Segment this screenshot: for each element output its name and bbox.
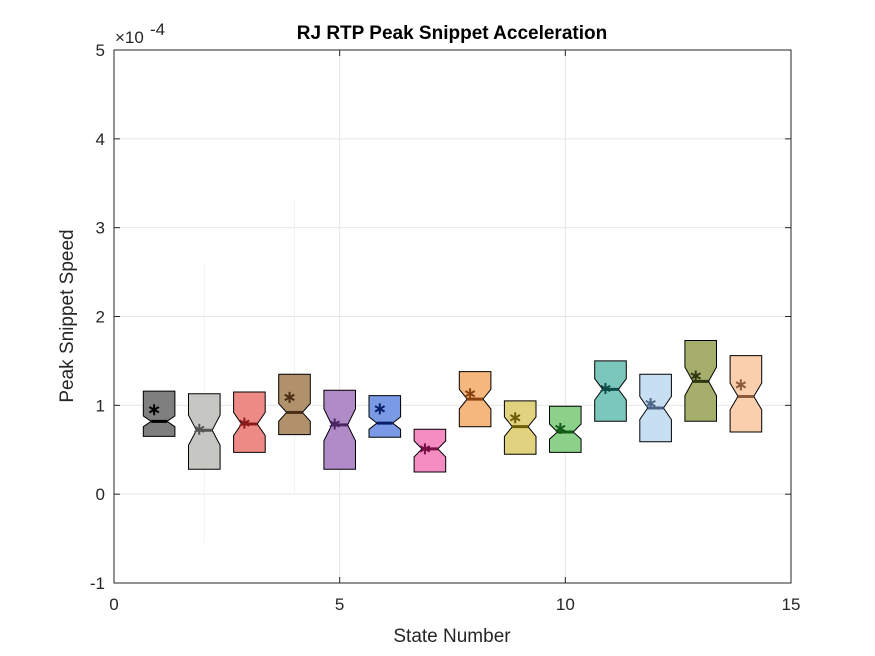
y-tick-label: 2 — [96, 308, 105, 327]
mean-marker-stroke — [464, 390, 476, 398]
y-tick-label: 3 — [96, 219, 105, 238]
mean-marker-stroke — [284, 393, 295, 401]
mean-marker — [645, 398, 656, 410]
notched-box — [278, 373, 311, 436]
mean-marker — [690, 370, 701, 382]
y-exponent-base: ×10 — [115, 28, 144, 47]
notched-box — [729, 355, 763, 433]
y-tick-label: 5 — [96, 41, 105, 60]
mean-marker — [148, 404, 160, 416]
x-tick-label: 15 — [782, 595, 801, 614]
mean-marker — [735, 379, 747, 391]
x-axis-label: State Number — [393, 626, 511, 647]
mean-marker — [239, 417, 250, 429]
y-exponent-label: ×10 -4 — [115, 20, 165, 47]
notched-box — [368, 395, 402, 438]
notched-box — [549, 405, 582, 453]
mean-marker — [329, 418, 340, 430]
mean-marker-stroke — [555, 424, 566, 433]
mean-marker-stroke — [419, 445, 431, 453]
chart-title: RJ RTP Peak Snippet Acceleration — [297, 23, 607, 44]
x-tick-label: 10 — [556, 595, 575, 614]
mean-marker — [600, 382, 611, 394]
mean-marker — [374, 403, 386, 415]
mean-marker-stroke — [690, 372, 701, 380]
mean-marker — [509, 412, 521, 424]
y-tick-label: 0 — [96, 485, 105, 504]
mean-marker — [555, 422, 566, 434]
mean-marker-stroke — [600, 384, 611, 393]
mean-marker-stroke — [374, 405, 386, 413]
y-tick-label: 4 — [96, 130, 105, 149]
mean-marker-stroke — [194, 425, 205, 433]
grid-lines — [114, 50, 791, 583]
mean-marker — [464, 388, 476, 400]
y-axis-label: Peak Snippet Speed — [57, 229, 78, 402]
mean-marker-stroke — [645, 399, 656, 408]
mean-marker-stroke — [329, 420, 340, 428]
y-tick-label: 1 — [96, 396, 105, 415]
x-tick-label: 0 — [109, 595, 118, 614]
boxes — [142, 340, 763, 473]
mean-marker-stroke — [148, 406, 160, 414]
mean-marker — [194, 423, 205, 435]
mean-marker — [284, 391, 295, 403]
x-tick-label: 5 — [335, 595, 344, 614]
notched-box — [142, 390, 176, 437]
mean-marker — [419, 443, 431, 455]
mean-marker-stroke — [735, 381, 747, 389]
y-tick-label: -1 — [90, 574, 105, 593]
notched-box — [323, 389, 356, 470]
mean-marker-stroke — [239, 419, 250, 427]
notched-box — [233, 391, 266, 453]
y-exponent-power: -4 — [150, 20, 165, 39]
notched-box — [594, 360, 627, 422]
mean-marker-stroke — [509, 414, 521, 422]
